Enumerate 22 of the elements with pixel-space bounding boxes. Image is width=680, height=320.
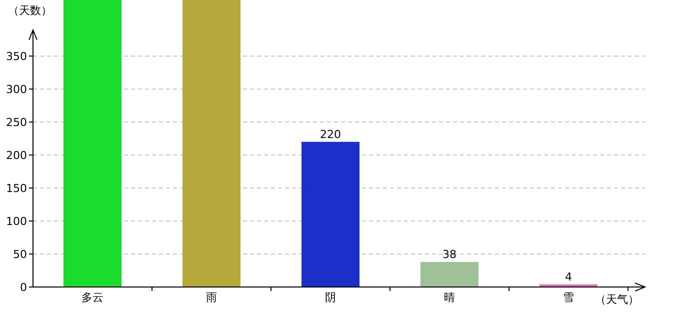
y-axis-title: （天数） [8,4,52,17]
x-tick-label: 阴 [325,291,336,304]
bar [302,142,360,287]
y-tick-label: 350 [6,50,27,64]
x-tick-label: 晴 [444,291,455,304]
y-tick-label: 100 [6,215,27,228]
x-tick-label: 多云 [82,291,104,304]
y-tick-label: 200 [6,149,27,162]
bar [182,0,240,287]
x-axis-title: （天气） [595,293,639,306]
x-tick-label: 雨 [206,291,217,304]
y-tick-label: 250 [6,116,27,130]
data-label: 4 [565,270,572,284]
y-tick-label: 300 [6,83,27,96]
y-tick-label: 150 [6,182,27,196]
data-label: 38 [442,248,456,261]
y-tick-label: 0 [20,281,27,294]
y-tick-label: 50 [13,248,27,262]
data-label: 220 [320,128,341,141]
bar [64,0,122,287]
x-tick-label: 雪 [563,291,574,304]
bar [420,262,478,287]
